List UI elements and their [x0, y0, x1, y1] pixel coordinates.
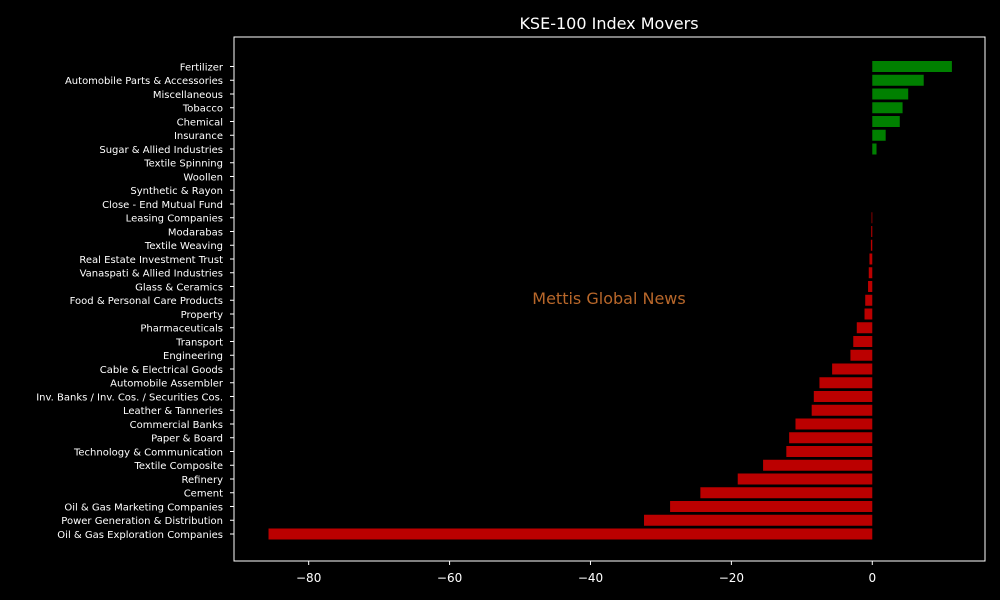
y-tick-label: Commercial Banks — [130, 420, 223, 431]
bar-cable-electrical-goods — [832, 363, 873, 375]
y-tick-label: Refinery — [182, 475, 224, 486]
y-tick-label: Power Generation & Distribution — [61, 516, 223, 527]
y-tick-label: Textile Weaving — [144, 241, 223, 252]
y-tick-label: Synthetic & Rayon — [130, 186, 223, 197]
y-tick-label: Close - End Mutual Fund — [102, 200, 223, 211]
y-tick-label: Food & Personal Care Products — [70, 296, 223, 307]
bar-transport — [853, 336, 873, 347]
y-tick-label: Automobile Assembler — [110, 379, 224, 390]
y-tick-label: Textile Composite — [134, 461, 223, 472]
y-tick-label: Pharmaceuticals — [140, 324, 223, 335]
y-tick-label: Chemical — [177, 117, 223, 128]
bar-modarabas — [871, 226, 873, 237]
bar-miscellaneous — [872, 88, 909, 100]
y-tick-label: Oil & Gas Exploration Companies — [57, 530, 223, 541]
bar-oil-gas-exploration-companies — [268, 528, 873, 540]
bar-glass-ceramics — [868, 281, 873, 292]
bar-paper-board — [789, 432, 873, 444]
y-tick-label: Engineering — [163, 351, 223, 362]
y-tick-labels: Fertilizer Automobile Parts & Accessories… — [36, 62, 234, 541]
y-tick-label: Cement — [184, 489, 223, 500]
x-tick-label: −20 — [719, 571, 744, 585]
y-tick-label: Textile Spinning — [143, 159, 223, 170]
bar-cement — [700, 487, 873, 499]
bar-automobile-assembler — [819, 377, 873, 389]
y-tick-label: Vanaspati & Allied Industries — [80, 269, 223, 280]
bar-pharmaceuticals — [856, 322, 873, 334]
y-tick-label: Modarabas — [168, 227, 223, 238]
bars-group — [268, 61, 952, 540]
y-tick-label: Automobile Parts & Accessories — [65, 76, 223, 87]
y-tick-label: Miscellaneous — [153, 90, 223, 101]
bar-refinery — [737, 473, 873, 485]
bar-textile-weaving — [870, 239, 873, 251]
bar-property — [864, 308, 873, 320]
bar-textile-composite — [763, 459, 873, 471]
y-tick-label: Leather & Tanneries — [123, 406, 223, 417]
y-tick-label: Cable & Electrical Goods — [100, 365, 223, 376]
bar-real-estate-investment-trust — [869, 253, 873, 265]
y-tick-label: Paper & Board — [151, 434, 223, 445]
bar-inv-banks-inv-cos-securities-cos — [813, 391, 873, 402]
bar-insurance — [872, 129, 886, 141]
bar-chemical — [872, 116, 900, 127]
y-tick-label: Oil & Gas Marketing Companies — [64, 502, 223, 513]
bar-leather-tanneries — [811, 404, 873, 416]
bar-power-generation-distribution — [644, 514, 873, 526]
chart-title: KSE-100 Index Movers — [519, 14, 698, 33]
watermark-text: Mettis Global News — [532, 289, 685, 308]
x-tick-label: −60 — [437, 571, 462, 585]
bar-food-personal-care-products — [865, 294, 873, 306]
y-tick-label: Insurance — [174, 131, 223, 142]
y-tick-label: Leasing Companies — [126, 214, 223, 225]
y-tick-label: Transport — [175, 337, 223, 348]
bar-automobile-parts-accessories — [872, 74, 924, 86]
y-tick-label: Real Estate Investment Trust — [79, 255, 223, 266]
y-tick-label: Woollen — [183, 172, 223, 183]
bar-technology-communication — [786, 446, 873, 457]
bar-oil-gas-marketing-companies — [670, 501, 873, 512]
bar-engineering — [850, 349, 873, 361]
bar-vanaspati-allied-industries — [868, 267, 873, 279]
y-tick-label: Sugar & Allied Industries — [99, 145, 223, 156]
y-tick-label: Technology & Communication — [73, 447, 223, 458]
x-ticks: −80 −60 −40 −20 0 — [296, 561, 876, 585]
bar-commercial-banks — [795, 418, 873, 430]
y-tick-label: Property — [181, 310, 223, 321]
y-tick-label: Tobacco — [182, 104, 223, 115]
bar-sugar-allied-industries — [872, 143, 877, 155]
bar-tobacco — [872, 102, 903, 114]
y-tick-label: Inv. Banks / Inv. Cos. / Securities Cos. — [36, 392, 223, 403]
x-tick-label: 0 — [868, 571, 876, 585]
y-tick-label: Glass & Ceramics — [135, 282, 223, 293]
x-tick-label: −40 — [578, 571, 603, 585]
bar-fertilizer — [872, 61, 952, 72]
x-tick-label: −80 — [296, 571, 321, 585]
bar-leasing-companies — [871, 212, 873, 224]
y-tick-label: Fertilizer — [180, 62, 224, 73]
plot-frame — [233, 36, 986, 562]
